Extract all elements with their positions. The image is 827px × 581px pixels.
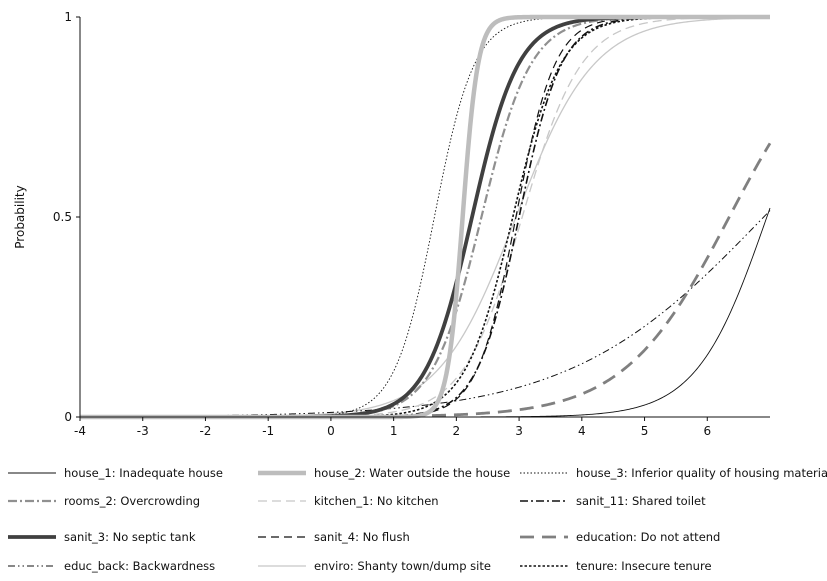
x-tick-label: 5 — [641, 424, 649, 438]
legend-label: sanit_11: Shared toilet — [576, 494, 706, 508]
x-tick-label: 6 — [703, 424, 711, 438]
legend-label: sanit_4: No flush — [314, 530, 410, 544]
legend-label: kitchen_1: No kitchen — [314, 494, 439, 508]
legend-label: educ_back: Backwardness — [64, 559, 215, 573]
x-tick-label: -1 — [262, 424, 274, 438]
x-tick-label: 1 — [390, 424, 398, 438]
x-tick-label: 2 — [453, 424, 461, 438]
x-tick-label: 3 — [515, 424, 523, 438]
x-tick-label: 4 — [578, 424, 586, 438]
legend-label: house_3: Inferior quality of housing mat… — [576, 466, 827, 480]
legend-label: house_2: Water outside the house — [314, 466, 510, 480]
x-tick-label: -4 — [74, 424, 86, 438]
y-tick-label: 1 — [64, 10, 72, 24]
legend-label: enviro: Shanty town/dump site — [314, 559, 491, 573]
y-axis-title: Probability — [13, 185, 27, 248]
legend-label: sanit_3: No septic tank — [64, 530, 196, 544]
x-tick-label: -2 — [199, 424, 211, 438]
y-tick-label: 0.5 — [53, 210, 72, 224]
legend-label: tenure: Insecure tenure — [576, 559, 712, 573]
legend-label: education: Do not attend — [576, 530, 720, 544]
legend-label: rooms_2: Overcrowding — [64, 494, 200, 508]
y-tick-label: 0 — [64, 410, 72, 424]
x-tick-label: 0 — [327, 424, 335, 438]
legend-label: house_1: Inadequate house — [64, 466, 223, 480]
x-tick-label: -3 — [137, 424, 149, 438]
